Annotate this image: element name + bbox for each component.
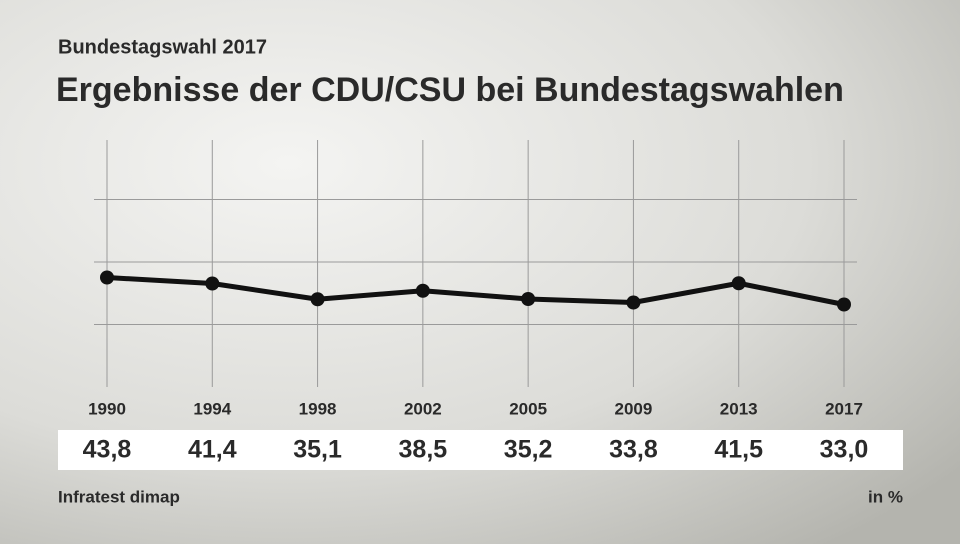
unit-note: in % [868, 487, 903, 506]
value-label: 38,5 [399, 436, 448, 464]
x-tick-label: 2017 [825, 399, 863, 418]
value-label: 41,5 [714, 436, 763, 464]
data-line [106, 275, 845, 307]
chart-supertitle: Bundestagswahl 2017 [58, 36, 267, 58]
value-label: 35,1 [293, 436, 342, 464]
data-point [521, 292, 536, 306]
value-label: 41,4 [188, 436, 237, 464]
x-tick-label: 1994 [193, 399, 231, 418]
x-tick-label: 2009 [615, 399, 653, 418]
value-label: 35,2 [504, 436, 553, 464]
data-point [626, 295, 641, 310]
data-point [731, 276, 746, 291]
x-tick-label: 2013 [720, 399, 758, 418]
value-label: 43,8 [83, 436, 132, 464]
chart-title: Ergebnisse der CDU/CSU bei Bundestagswah… [56, 71, 844, 109]
x-tick-label: 1998 [299, 399, 337, 418]
x-tick-label: 2002 [404, 399, 442, 418]
data-point [205, 276, 220, 291]
x-tick-label: 2005 [509, 399, 547, 418]
x-tick-label: 1990 [88, 399, 126, 418]
value-label-box [58, 430, 903, 470]
value-label: 33,8 [609, 436, 658, 464]
data-point [310, 292, 325, 307]
data-point [415, 283, 430, 298]
value-label: 33,0 [820, 436, 869, 464]
source: Infratest dimap [58, 487, 180, 506]
data-point [100, 270, 114, 285]
data-point [837, 297, 851, 312]
